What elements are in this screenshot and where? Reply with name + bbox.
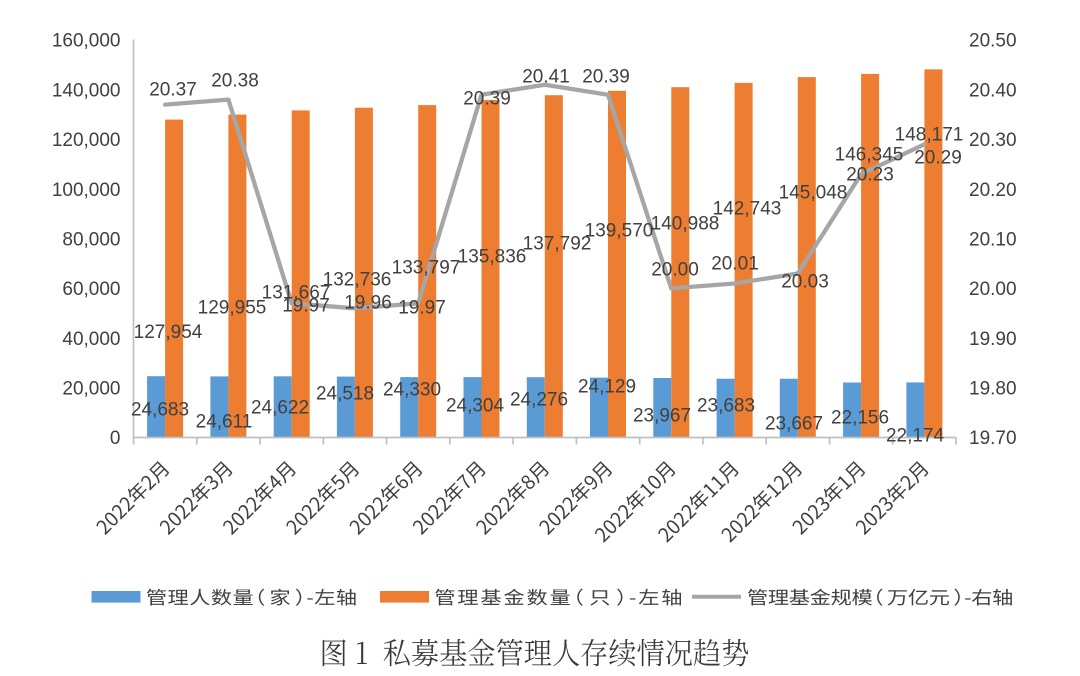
svg-text:19.97: 19.97 — [282, 296, 330, 317]
svg-text:23,667: 23,667 — [765, 414, 823, 435]
svg-text:139,570: 139,570 — [585, 221, 654, 242]
svg-text:22,156: 22,156 — [831, 408, 889, 429]
svg-text:24,276: 24,276 — [510, 390, 568, 411]
svg-text:20.40: 20.40 — [969, 80, 1017, 101]
svg-text:60,000: 60,000 — [62, 279, 120, 300]
svg-text:20.50: 20.50 — [969, 31, 1017, 52]
svg-text:148,171: 148,171 — [895, 125, 964, 146]
svg-text:23,967: 23,967 — [633, 406, 691, 427]
svg-text:127,954: 127,954 — [134, 322, 203, 343]
svg-text:19.97: 19.97 — [398, 298, 446, 319]
svg-text:80,000: 80,000 — [62, 229, 120, 250]
svg-text:146,345: 146,345 — [835, 145, 904, 166]
svg-text:142,743: 142,743 — [713, 199, 782, 220]
svg-text:0: 0 — [110, 428, 121, 449]
svg-text:20.30: 20.30 — [969, 130, 1017, 151]
svg-text:131,667: 131,667 — [262, 283, 331, 304]
svg-text:135,836: 135,836 — [458, 247, 527, 268]
svg-text:20.01: 20.01 — [711, 254, 759, 275]
svg-text:20.29: 20.29 — [914, 148, 962, 169]
svg-text:40,000: 40,000 — [62, 329, 120, 350]
svg-text:20.23: 20.23 — [846, 165, 894, 186]
svg-text:133,797: 133,797 — [392, 258, 461, 279]
svg-text:120,000: 120,000 — [52, 130, 121, 151]
svg-text:23,683: 23,683 — [697, 396, 755, 417]
svg-text:160,000: 160,000 — [52, 31, 121, 52]
svg-text:140,988: 140,988 — [651, 214, 720, 235]
svg-text:20.00: 20.00 — [651, 260, 699, 281]
svg-text:20.37: 20.37 — [149, 80, 197, 101]
svg-text:20.00: 20.00 — [969, 279, 1017, 300]
svg-text:24,683: 24,683 — [131, 400, 189, 421]
svg-text:132,736: 132,736 — [323, 270, 392, 291]
svg-text:20.41: 20.41 — [522, 67, 570, 88]
svg-text:24,518: 24,518 — [316, 384, 374, 405]
svg-text:24,330: 24,330 — [383, 380, 441, 401]
svg-text:19.70: 19.70 — [969, 428, 1017, 449]
svg-text:24,611: 24,611 — [196, 412, 253, 433]
svg-text:19.96: 19.96 — [344, 293, 392, 314]
svg-text:129,955: 129,955 — [198, 298, 267, 319]
svg-text:19.90: 19.90 — [969, 329, 1017, 350]
svg-text:24,304: 24,304 — [446, 396, 505, 417]
svg-text:140,000: 140,000 — [52, 80, 121, 101]
svg-text:20.39: 20.39 — [463, 89, 511, 110]
svg-text:20.10: 20.10 — [969, 230, 1017, 251]
svg-text:22,174: 22,174 — [886, 426, 945, 447]
svg-text:24,622: 24,622 — [251, 398, 309, 419]
svg-text:145,048: 145,048 — [779, 183, 848, 204]
svg-text:20.39: 20.39 — [582, 67, 630, 88]
svg-text:20.38: 20.38 — [211, 71, 259, 92]
svg-text:20.20: 20.20 — [969, 180, 1017, 201]
svg-text:100,000: 100,000 — [52, 180, 121, 201]
svg-text:137,792: 137,792 — [523, 234, 592, 255]
svg-text:20,000: 20,000 — [62, 379, 120, 400]
svg-text:19.80: 19.80 — [969, 379, 1017, 400]
svg-text:20.03: 20.03 — [781, 272, 829, 293]
svg-text:24,129: 24,129 — [578, 377, 636, 398]
